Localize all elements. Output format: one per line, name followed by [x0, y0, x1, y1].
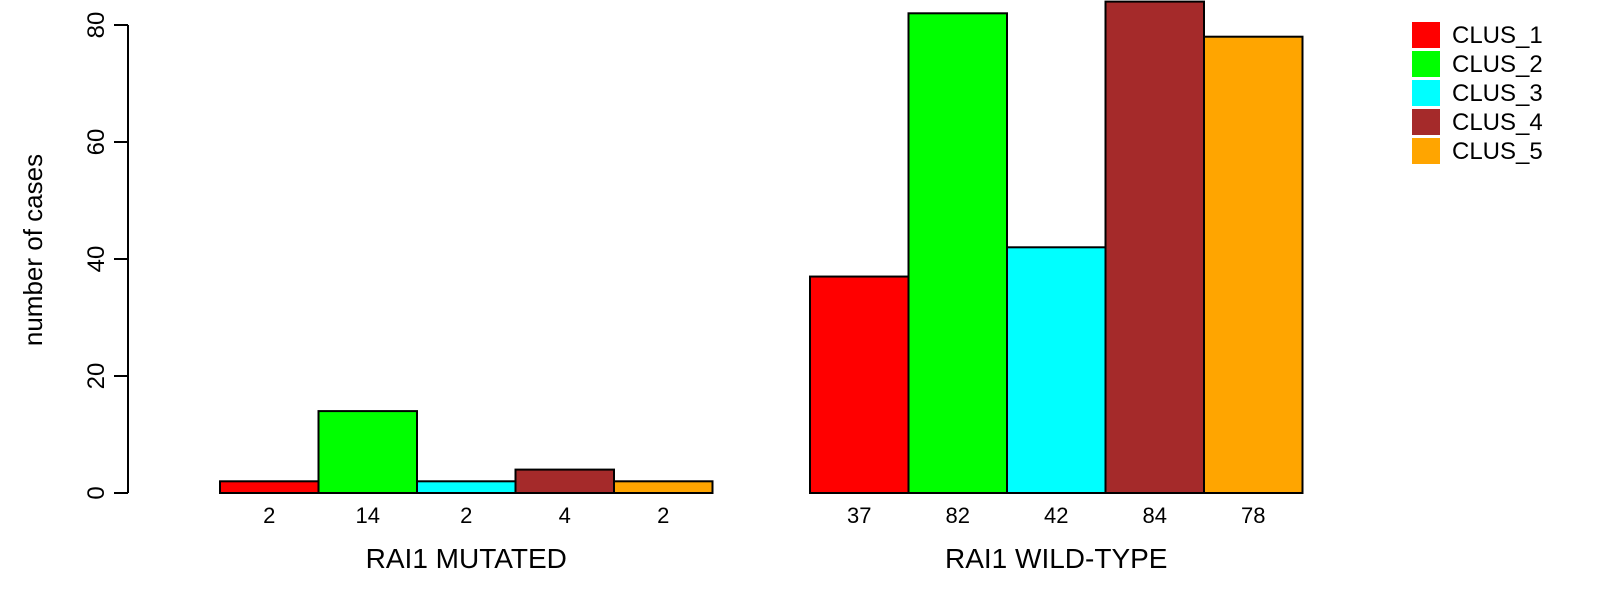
group-label: RAI1 WILD-TYPE — [945, 543, 1167, 574]
bar-value-label: 2 — [263, 503, 275, 528]
bar — [809, 275, 910, 494]
y-tick-label: 0 — [83, 486, 110, 499]
group-label: RAI1 MUTATED — [366, 543, 567, 574]
y-axis: 0 20 40 60 80 — [83, 12, 129, 500]
legend-swatch — [1412, 109, 1440, 135]
bar-value-label: 2 — [460, 503, 472, 528]
y-tick-label: 80 — [83, 12, 110, 39]
legend-swatch — [1412, 22, 1440, 48]
bar-value-labels: 2 14 2 4 2 37 82 42 84 78 — [263, 503, 1265, 528]
bar-value-label: 42 — [1044, 503, 1068, 528]
bar — [416, 480, 517, 494]
bar-value-label: 37 — [847, 503, 871, 528]
bar — [1203, 35, 1304, 494]
bar — [907, 12, 1008, 495]
y-tick-label: 40 — [83, 246, 110, 273]
bar — [514, 468, 615, 495]
bar — [317, 410, 418, 495]
y-tick-label: 20 — [83, 363, 110, 390]
bar-value-label: 84 — [1143, 503, 1167, 528]
bars — [219, 0, 1304, 495]
legend-entry-label: CLUS_5 — [1452, 138, 1543, 165]
bar — [1006, 246, 1107, 494]
bar — [1104, 0, 1205, 494]
legend-entry-label: CLUS_3 — [1452, 80, 1543, 107]
y-axis-label: number of cases — [18, 154, 48, 346]
legend-entry-label: CLUS_2 — [1452, 51, 1543, 78]
bar-value-label: 4 — [559, 503, 571, 528]
bar-value-label: 82 — [946, 503, 970, 528]
group-labels: RAI1 MUTATED RAI1 WILD-TYPE — [366, 543, 1168, 574]
legend-swatch — [1412, 80, 1440, 106]
legend-swatch — [1412, 51, 1440, 77]
legend-swatch — [1412, 138, 1440, 164]
bar-value-label: 14 — [356, 503, 380, 528]
bar-value-label: 2 — [657, 503, 669, 528]
y-tick-label: 60 — [83, 129, 110, 156]
bar — [219, 480, 320, 494]
legend-entry-label: CLUS_1 — [1452, 22, 1543, 49]
bar-value-label: 78 — [1241, 503, 1265, 528]
bar — [613, 480, 714, 494]
legend-entry-label: CLUS_4 — [1452, 109, 1543, 136]
